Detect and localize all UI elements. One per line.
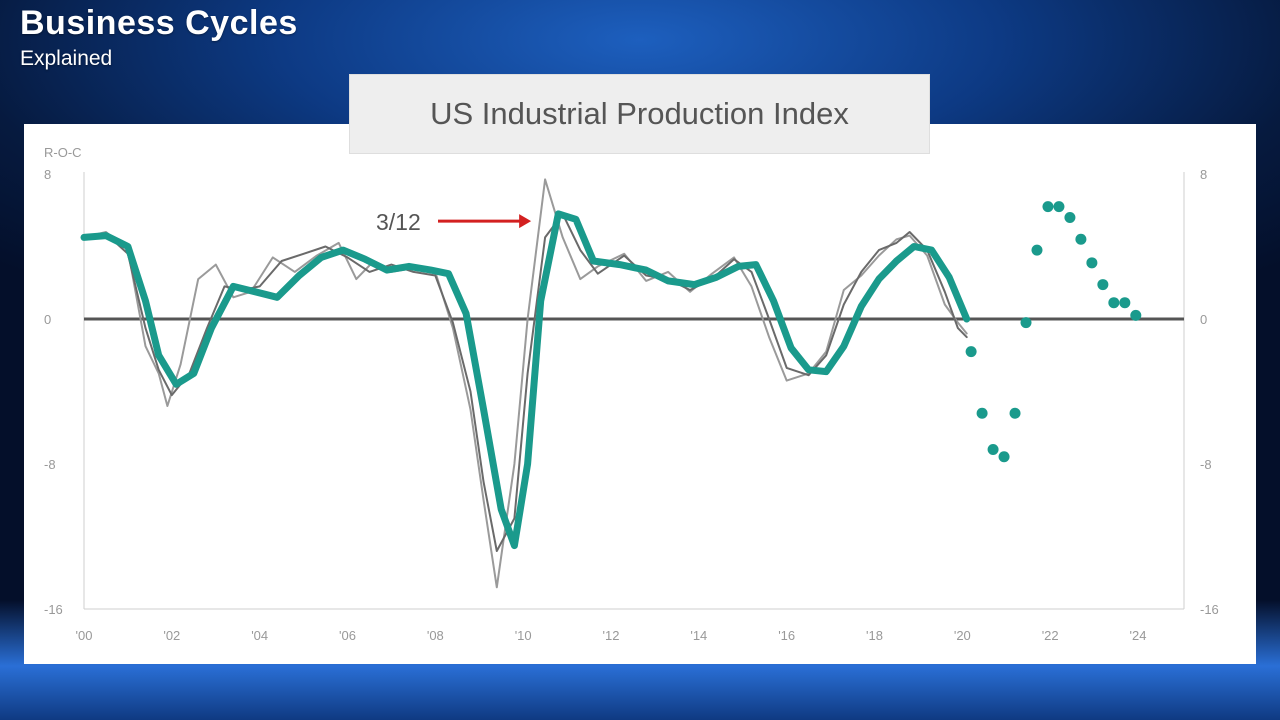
x-tick-label: '14 (690, 628, 707, 643)
annotation-arrow-head (519, 214, 532, 229)
forecast-point (1119, 297, 1131, 309)
x-tick-label: '16 (778, 628, 795, 643)
y-tick-left: 8 (44, 167, 51, 182)
x-tick-label: '06 (339, 628, 356, 643)
x-tick-label: '22 (1042, 628, 1059, 643)
series-line-thin-gray (83, 178, 968, 589)
forecast-point (1009, 407, 1021, 419)
forecast-point (1042, 201, 1054, 213)
forecast-point (1130, 309, 1142, 321)
chart-panel (24, 124, 1256, 664)
y-tick-left: 0 (44, 312, 51, 327)
forecast-point (1108, 297, 1120, 309)
chart-title: US Industrial Production Index (349, 74, 930, 154)
slide-subtitle: Explained (20, 47, 113, 70)
forecast-point (976, 407, 988, 419)
forecast-point (998, 451, 1010, 463)
forecast-point (1053, 201, 1065, 213)
x-tick-label: '10 (515, 628, 532, 643)
x-tick-label: '02 (163, 628, 180, 643)
x-tick-label: '24 (1130, 628, 1147, 643)
y-tick-left: -16 (44, 602, 63, 617)
forecast-point (1075, 233, 1087, 245)
forecast-point (1064, 212, 1076, 223)
annotation-label: 3/12 (376, 209, 421, 235)
y-tick-right: 0 (1200, 312, 1207, 327)
chart-annotation: 3/12 (376, 209, 532, 235)
forecast-point (965, 346, 977, 358)
y-tick-left: -8 (44, 457, 56, 472)
y-tick-right: -16 (1200, 602, 1219, 617)
x-tick-label: '20 (954, 628, 971, 643)
forecast-point (987, 444, 999, 455)
forecast-point (1020, 317, 1032, 329)
x-tick-label: '12 (603, 628, 620, 643)
series-line-thick-teal (80, 210, 971, 550)
chart-axes: R-O-C 8 8 0 0 -8 -8 -16 -16 '00 '02 '04 '06 '08 '10 '12… (44, 145, 1219, 643)
y-tick-right: 8 (1200, 167, 1207, 182)
forecast-point (1031, 244, 1043, 256)
series-line-thin-dark (83, 212, 968, 552)
x-tick-label: '08 (427, 628, 444, 643)
y-tick-right: -8 (1200, 457, 1212, 472)
x-tick-label: '04 (251, 628, 268, 643)
y-axis-label: R-O-C (44, 145, 82, 160)
forecast-point (1097, 279, 1109, 291)
x-tick-label: '00 (76, 628, 93, 643)
chart-series (80, 178, 971, 589)
forecast-dots (965, 201, 1142, 463)
x-tick-label: '18 (866, 628, 883, 643)
forecast-point (1086, 257, 1098, 269)
slide-title: Business Cycles (20, 4, 298, 42)
